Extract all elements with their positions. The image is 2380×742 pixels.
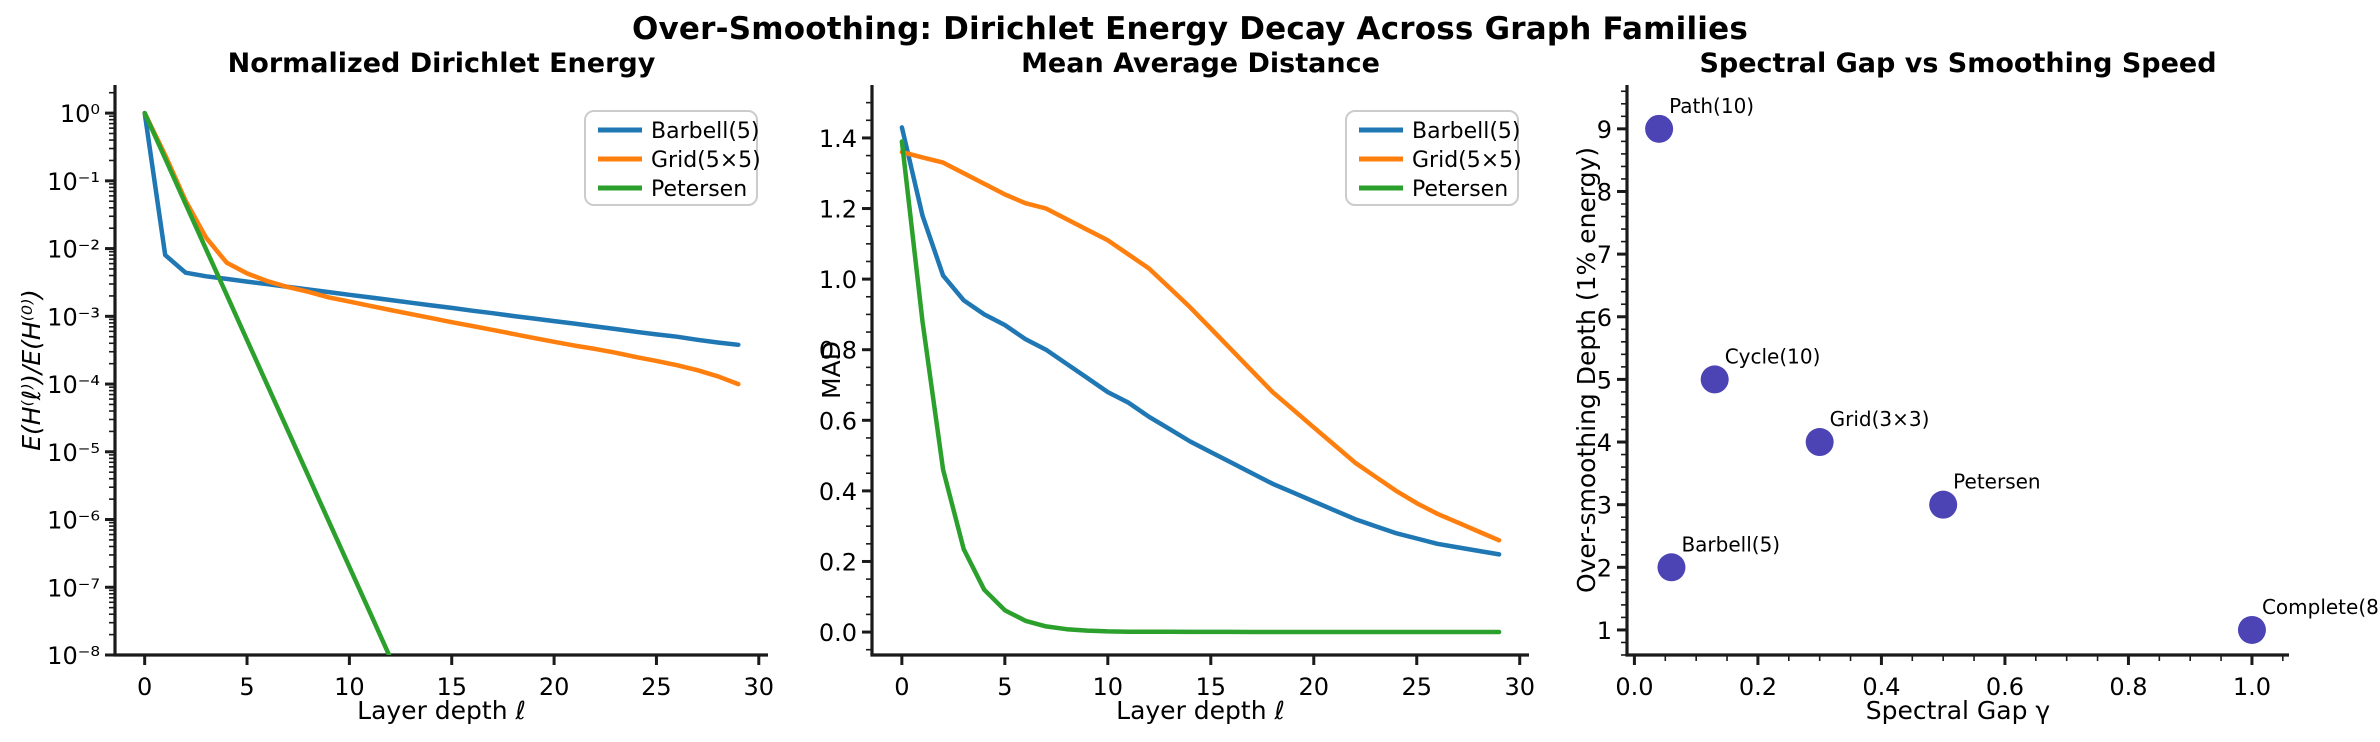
x-tick-label: 30 [744,673,775,701]
legend-entry-label: Grid(5×5) [651,148,761,173]
y-tick-label: 0.8 [819,337,857,365]
scatter-point [1929,490,1958,519]
series-group [899,125,1502,635]
y-tick-label: 0.2 [819,548,857,576]
scatter-point [1805,428,1834,457]
x-tick-label: 10 [1093,673,1124,701]
series-line-barbell-5- [142,110,741,348]
legend: Barbell(5) Grid(5×5) Petersen [1345,110,1522,206]
series-group [142,110,741,655]
panel2-ylabel: MAD [817,341,846,399]
scatter-point-label: Petersen [1953,470,2040,494]
figure-title: Over-Smoothing: Dirichlet Energy Decay A… [631,11,1749,47]
series-line-petersen [899,139,1502,635]
x-tick-label: 15 [436,673,467,701]
series-line-grid-5-5- [899,149,1502,543]
y-tick-label: 3 [1597,492,1612,520]
scatter-point [1657,553,1686,582]
scatter-point-label: Grid(3×3) [1830,407,1930,431]
legend: Barbell(5) Grid(5×5) Petersen [584,110,761,206]
y-tick-label: 1 [1597,617,1612,645]
y-tick-label: 1.2 [819,196,857,224]
x-tick-label: 15 [1196,673,1227,701]
scatter-point-label: Path(10) [1669,94,1754,118]
y-tick-label: 10⁰ [60,100,100,128]
x-tick-label: 5 [239,673,254,701]
x-tick-label: 20 [1299,673,1330,701]
panel-2-axes: 0 5 10 15 20 25 30 0.0 0.2 0.4 0.6 0.8 1.0 1.2 1.4 Barb… [819,85,1535,701]
y-tick-label: 4 [1597,429,1612,457]
y-tick-label: 10⁻⁷ [47,574,100,602]
panel-1-axes: 0 5 10 15 20 25 30 10⁰ 10⁻¹ 10⁻² 10⁻³ 10⁻⁴ 10⁻⁵ 10⁻⁶ 1… [47,85,774,701]
y-tick-label: 0.0 [819,619,857,647]
y-tick-label: 10⁻³ [47,303,100,331]
panel3-xlabel: Spectral Gap γ [1865,696,2051,725]
y-tick-label: 6 [1597,304,1612,332]
legend-box [584,110,758,206]
x-tick-label: 30 [1504,673,1535,701]
scatter-point [2237,615,2266,644]
y-tick-label: 1.4 [819,125,857,153]
legend-entry-label: Barbell(5) [1412,119,1521,144]
panel-3-axes: 0.0 0.2 0.4 0.6 0.8 1.0 1 2 3 4 5 6 7 8 9 Path(10) Cycle… [1597,85,2380,701]
x-tick-label: 10 [334,673,365,701]
legend-entry-label: Barbell(5) [651,119,760,144]
series-line-grid-5-5- [142,110,741,387]
x-tick-label: 5 [997,673,1012,701]
y-tick-label: 10⁻⁶ [47,507,100,535]
scatter-point-label: Cycle(10) [1725,344,1821,368]
panel2-title: Mean Average Distance [1021,48,1380,79]
x-tick-label: 20 [539,673,570,701]
y-tick-label: 8 [1597,178,1612,206]
legend-entry-label: Grid(5×5) [1412,148,1522,173]
x-tick-label: 0.4 [1862,673,1900,701]
x-tick-label: 0 [894,673,909,701]
x-tick-label: 25 [1401,673,1432,701]
y-tick-label: 10⁻⁴ [47,371,100,399]
panel1-xlabel: Layer depth ℓ [357,696,526,725]
x-tick-label: 0.2 [1739,673,1777,701]
y-tick-label: 10⁻⁸ [47,642,100,670]
x-tick-label: 0.8 [2109,673,2147,701]
panel2-xlabel: Layer depth ℓ [1116,696,1285,725]
x-tick-label: 0.0 [1615,673,1653,701]
legend-box [1345,110,1519,206]
y-tick-label: 7 [1597,241,1612,269]
panel3-title: Spectral Gap vs Smoothing Speed [1699,48,2217,79]
scatter-point-label: Complete(8) [2262,595,2380,619]
scatter-point-label: Barbell(5) [1681,532,1780,556]
scatter-point [1645,114,1674,143]
legend-entry-label: Petersen [651,177,747,202]
x-tick-label: 1.0 [2233,673,2271,701]
y-tick-label: 9 [1597,116,1612,144]
y-tick-label: 1.0 [819,266,857,294]
panel3-ylabel: Over-smoothing Depth (1% energy) [1572,146,1601,594]
y-tick-label: 0.6 [819,407,857,435]
y-tick-label: 2 [1597,554,1612,582]
series-line-barbell-5- [899,125,1502,557]
y-tick-label: 10⁻⁵ [47,439,100,467]
x-tick-label: 0 [137,673,152,701]
y-tick-label: 5 [1597,366,1612,394]
scatter-point [1700,365,1729,394]
x-tick-label: 0.6 [1986,673,2024,701]
series-line-petersen [142,110,392,655]
y-tick-label: 0.4 [819,478,857,506]
x-tick-label: 25 [641,673,672,701]
panel1-ylabel: E(H⁽ℓ⁾)/E(H⁽⁰⁾) [17,289,46,451]
y-tick-label: 10⁻² [47,236,100,264]
panel1-title: Normalized Dirichlet Energy [227,48,656,79]
y-tick-label: 10⁻¹ [47,168,100,196]
legend-entry-label: Petersen [1412,177,1508,202]
